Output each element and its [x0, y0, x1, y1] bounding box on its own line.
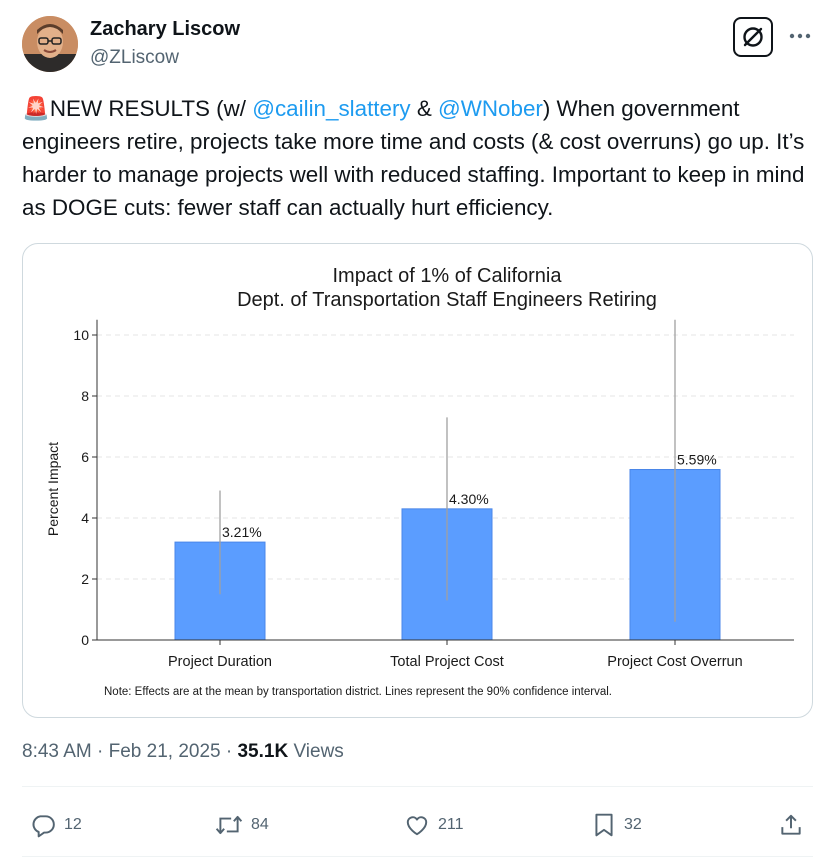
y-tick-label: 10 — [73, 327, 89, 343]
x-tick-label: Project Duration — [168, 654, 272, 670]
like-button[interactable]: 211 — [404, 808, 464, 842]
heart-icon — [406, 816, 428, 836]
chart-title-line-2: Dept. of Transportation Staff Engineers … — [237, 289, 657, 311]
bar-value-label: 5.59% — [677, 452, 717, 468]
mention-wnober[interactable]: @WNober — [438, 96, 543, 121]
reply-count: 12 — [64, 816, 82, 833]
tweet-time[interactable]: 8:43 AM — [22, 741, 92, 762]
y-tick-label: 0 — [81, 632, 89, 648]
bar-chart: Impact of 1% of California Dept. of Tran… — [45, 265, 794, 698]
x-tick-label: Project Cost Overrun — [607, 654, 742, 670]
y-tick-label: 2 — [81, 571, 89, 587]
divider — [22, 786, 813, 787]
share-button[interactable] — [778, 808, 804, 842]
grok-icon — [743, 27, 763, 47]
like-count: 211 — [438, 816, 464, 833]
bar-value-label: 3.21% — [222, 524, 262, 540]
bar-value-label: 4.30% — [449, 491, 489, 507]
reply-button[interactable]: 12 — [30, 808, 82, 842]
views-label: Views — [288, 741, 344, 762]
y-axis-label: Percent Impact — [45, 442, 61, 536]
bookmark-count: 32 — [624, 816, 642, 833]
chart-image-card[interactable]: Impact of 1% of California Dept. of Tran… — [22, 243, 813, 718]
meta-separator: · — [91, 741, 109, 762]
bookmark-icon — [595, 813, 613, 837]
tweet-text-amp: & — [410, 96, 439, 121]
author-handle[interactable]: @ZLiscow — [90, 47, 179, 68]
repost-button[interactable]: 84 — [215, 808, 269, 842]
avatar-image — [22, 16, 78, 72]
chart-note: Note: Effects are at the mean by transpo… — [104, 686, 612, 698]
views-count: 35.1K — [237, 741, 289, 762]
repost-count: 84 — [251, 816, 269, 833]
grok-button[interactable] — [733, 17, 773, 57]
bookmark-button[interactable]: 32 — [592, 808, 642, 842]
author-name[interactable]: Zachary Liscow — [90, 18, 241, 40]
meta-separator: · — [220, 741, 238, 762]
tweet-text-body: ) When government engineers retire, proj… — [22, 96, 805, 220]
repost-icon — [215, 815, 243, 835]
y-tick-label: 6 — [81, 449, 89, 465]
chart-title-line-1: Impact of 1% of California — [333, 265, 563, 287]
avatar[interactable] — [22, 16, 78, 72]
share-icon — [781, 814, 801, 835]
more-icon — [789, 33, 811, 39]
more-options-button[interactable] — [784, 22, 816, 50]
tweet-text-prefix: NEW RESULTS (w/ — [49, 96, 253, 121]
y-tick-label: 4 — [81, 510, 89, 526]
divider — [22, 856, 813, 857]
siren-emoji: 🚨 — [22, 96, 50, 121]
mention-cailin-slattery[interactable]: @cailin_slattery — [252, 96, 411, 121]
reply-icon — [32, 815, 55, 838]
tweet-meta: 8:43 AM · Feb 21, 2025 · 35.1K Views — [22, 741, 344, 763]
y-tick-label: 8 — [81, 388, 89, 404]
tweet-date[interactable]: Feb 21, 2025 — [108, 741, 221, 762]
tweet-text: 🚨NEW RESULTS (w/ @cailin_slattery & @WNo… — [22, 92, 812, 224]
x-tick-label: Total Project Cost — [390, 654, 504, 670]
